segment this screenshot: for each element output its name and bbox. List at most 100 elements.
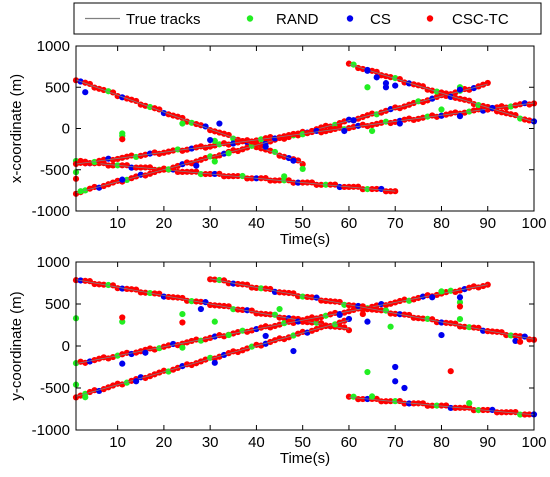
track-point (211, 170, 218, 178)
track-point (216, 141, 223, 148)
track-point (160, 149, 167, 156)
axis-ticks: 10 20 30 40 50 60 70 80 90 100 -1000 -500 0 500 1000 (32, 38, 547, 232)
track-point (253, 284, 260, 292)
track-point (91, 158, 98, 166)
track-point (484, 79, 491, 87)
csc-tc-point (359, 310, 366, 318)
y-tick-label: -500 (40, 162, 70, 179)
y-axis-label: x-coordinate (m) (8, 74, 25, 183)
track-point (382, 73, 390, 80)
track-point (350, 183, 357, 190)
track-point (285, 177, 292, 184)
track-point (392, 398, 399, 405)
track-point (257, 175, 265, 182)
track-point (207, 143, 214, 150)
track-point (202, 170, 209, 178)
track-point (345, 393, 353, 400)
track-point (378, 307, 385, 314)
track-point (281, 314, 288, 322)
track-point (253, 137, 260, 144)
x-tick-label: 30 (202, 215, 219, 232)
x-tick-label: 40 (248, 434, 265, 451)
track-point (405, 80, 413, 87)
track-point (142, 164, 149, 171)
track-point (470, 107, 477, 114)
track-point (100, 156, 107, 163)
track-point (484, 103, 491, 111)
track-point (239, 281, 246, 288)
legend: True tracks RAND CS CSC-TC (73, 2, 542, 35)
track-point (216, 170, 223, 177)
cs-point (290, 157, 297, 164)
track-point (517, 333, 524, 340)
track-point (415, 82, 422, 89)
track-point (475, 101, 482, 109)
track-point (415, 315, 422, 322)
track-point (313, 319, 320, 326)
track-point (123, 162, 130, 169)
track-point (96, 281, 103, 288)
track-point (452, 404, 459, 411)
plot-area (76, 46, 534, 211)
cs-point (401, 384, 408, 392)
track-point (438, 112, 445, 119)
rand-point (211, 318, 218, 325)
true-track-line (75, 102, 535, 165)
track-point (211, 302, 218, 309)
cs-point (290, 347, 297, 355)
x-tick-label: 100 (521, 434, 546, 451)
track-point (401, 116, 408, 123)
track-point (262, 285, 269, 292)
x-tick-label: 70 (387, 215, 404, 232)
true-track-line (210, 278, 535, 340)
x-tick-label: 20 (156, 215, 173, 232)
track-point (373, 185, 380, 193)
rand-point (276, 305, 283, 313)
track-point (220, 302, 228, 310)
track-point (230, 280, 237, 287)
x-axis-label: Time(s) (280, 450, 330, 467)
track-point (517, 101, 524, 108)
y-tick-label: 500 (45, 296, 70, 313)
legend-cs-marker (346, 15, 354, 22)
track-point (105, 162, 112, 169)
track-point (355, 122, 362, 129)
rand-point (211, 158, 218, 165)
track-point (179, 168, 186, 175)
x-tick-label: 10 (109, 434, 126, 451)
rand-point (466, 400, 473, 407)
y-tick-label: -500 (40, 380, 70, 397)
track-point (308, 294, 316, 301)
track-point (336, 183, 343, 191)
x-tick-label: 100 (521, 215, 546, 232)
x-axis-label: Time(s) (280, 231, 330, 248)
track-point (271, 177, 279, 184)
csc-tc-point (179, 319, 186, 326)
track-point (193, 168, 200, 175)
track-point (197, 298, 205, 305)
legend-rand-marker (246, 15, 254, 22)
track-point (248, 175, 255, 182)
track-point (230, 140, 237, 147)
track-point (345, 327, 353, 334)
cs-point (392, 363, 399, 371)
y-tick-label: 500 (45, 79, 70, 96)
track-point (429, 402, 436, 409)
true-track-line (75, 161, 396, 192)
cs-point (216, 120, 223, 127)
track-point (308, 128, 316, 136)
track-point (146, 150, 154, 157)
track-point (447, 320, 454, 327)
track-point (470, 324, 477, 331)
rand-point (179, 344, 186, 351)
x-tick-label: 60 (341, 215, 358, 232)
csc-tc-point (119, 314, 126, 321)
track-point (507, 103, 514, 110)
track-point (109, 162, 117, 169)
track-point (170, 147, 177, 154)
track-point (345, 124, 353, 132)
cs-point (429, 294, 436, 301)
track-point (234, 306, 242, 313)
legend-csc-tc-marker (426, 15, 434, 22)
